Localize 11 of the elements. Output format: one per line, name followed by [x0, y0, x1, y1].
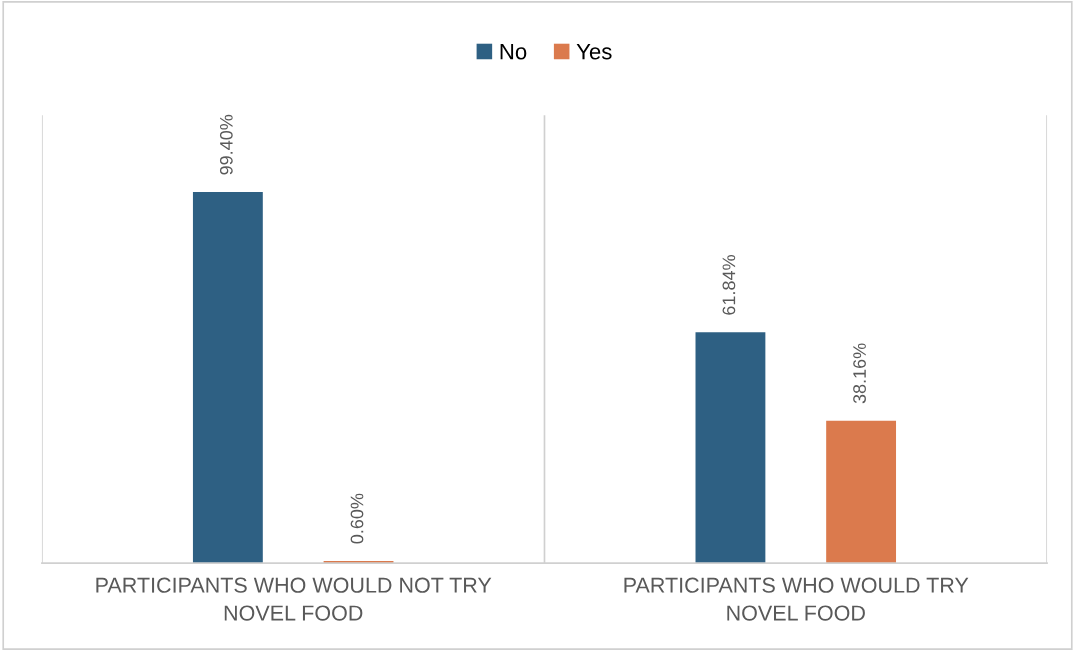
data-label: 99.40%: [219, 114, 233, 175]
bar: [192, 192, 263, 564]
x-tick-label: PARTICIPANTS WHO WOULD TRY NOVEL FOOD: [624, 577, 969, 621]
bar: [826, 420, 897, 564]
data-label: 38.16%: [853, 343, 866, 404]
data-label: 61.84%: [722, 255, 736, 315]
legend-label: No: [500, 43, 527, 60]
bar: [695, 332, 766, 564]
x-tick-label: PARTICIPANTS WHO WOULD NOT TRY NOVEL FOOD: [96, 577, 492, 621]
data-label: 0.60%: [350, 493, 364, 544]
legend-label: Yes: [576, 43, 612, 60]
